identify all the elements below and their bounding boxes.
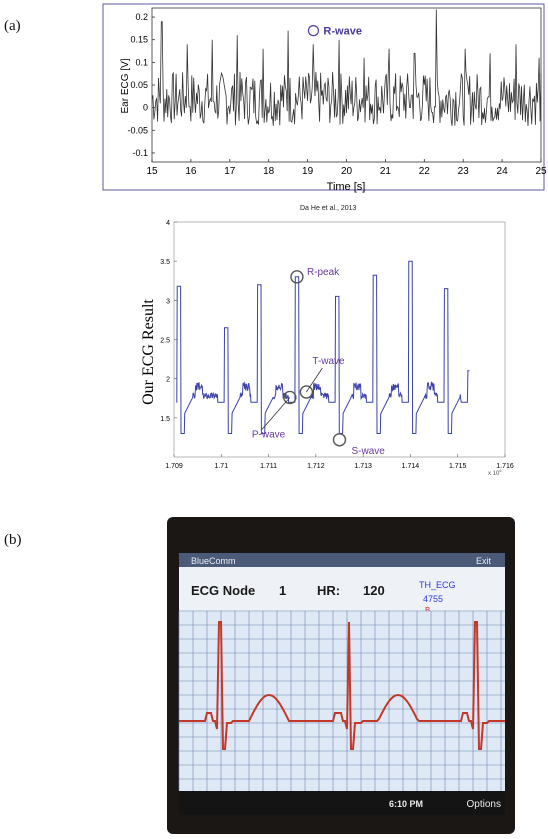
device-flag: B bbox=[425, 606, 430, 615]
clock: 6:10 PM bbox=[389, 799, 423, 809]
x-tick-label: 18 bbox=[263, 166, 275, 177]
x-tick-label: 22 bbox=[419, 166, 431, 177]
node-label: ECG Node bbox=[191, 583, 255, 598]
x-tick-label: 19 bbox=[302, 166, 314, 177]
panel-label-b: (b) bbox=[4, 532, 22, 548]
phone-ecg-trace bbox=[179, 621, 505, 750]
y-tick-label: 2.5 bbox=[160, 338, 170, 345]
x-multiplier: x 106 bbox=[488, 468, 502, 477]
y-axis-label: Ear ECG [V] bbox=[120, 58, 131, 113]
x-tick-label: 24 bbox=[497, 166, 509, 177]
y-tick-label: 0.1 bbox=[135, 57, 148, 67]
y-axis-label: Our ECG Result bbox=[140, 299, 157, 405]
citation: Da He et al., 2013 bbox=[300, 205, 357, 212]
x-tick-label: 1.71 bbox=[214, 463, 228, 470]
x-tick-label: 1.711 bbox=[260, 463, 277, 470]
exit-button[interactable]: Exit bbox=[476, 556, 492, 566]
hr-label: HR: bbox=[317, 583, 340, 598]
our-ecg-trace bbox=[176, 260, 470, 434]
annotation-label: S-wave bbox=[352, 446, 386, 457]
x-tick-label: 25 bbox=[535, 166, 547, 177]
y-tick-label: 1.5 bbox=[160, 416, 170, 423]
hr-value: 120 bbox=[363, 583, 385, 598]
x-tick-label: 1.713 bbox=[354, 463, 372, 470]
y-tick-label: 3.5 bbox=[160, 259, 170, 266]
y-tick-label: 3 bbox=[166, 298, 170, 305]
y-tick-label: 0.2 bbox=[135, 12, 148, 22]
y-tick-label: 0.05 bbox=[130, 80, 148, 90]
y-tick-label: 0.15 bbox=[130, 35, 148, 45]
x-tick-label: 1.709 bbox=[165, 463, 183, 470]
header-panel bbox=[179, 567, 505, 611]
device-number: 4755 bbox=[423, 594, 443, 604]
soft-key-bar bbox=[179, 791, 505, 815]
x-tick-label: 1.716 bbox=[496, 463, 514, 470]
our-ecg-chart: 1.709 1.71 1.711 1.712 1.713 1.714 1.715 1.716 1… bbox=[140, 220, 514, 477]
annotation-arrow bbox=[306, 367, 323, 393]
phone-photo: BlueComm Exit ECG Node 1 HR: 120 TH_ECG … bbox=[167, 517, 515, 834]
annotation-marker bbox=[283, 390, 297, 405]
annotation-label: P-wave bbox=[252, 429, 286, 440]
ear-ecg-trace bbox=[151, 9, 542, 126]
x-tick-label: 1.714 bbox=[402, 463, 420, 470]
y-tick-label: 0 bbox=[143, 103, 148, 113]
x-tick-label: 1.712 bbox=[307, 463, 325, 470]
x-tick-label: 1.715 bbox=[449, 463, 467, 470]
annotation-marker bbox=[299, 385, 314, 399]
x-tick-label: 20 bbox=[341, 166, 353, 177]
ear-ecg-chart: 15 16 17 18 19 20 21 22 23 24 25 -0.1 -0.05 0 0.05 0.1 0… bbox=[102, 3, 547, 193]
y-tick-label: -0.05 bbox=[127, 125, 148, 135]
x-tick-label: 23 bbox=[458, 166, 470, 177]
annotation-marker bbox=[290, 270, 304, 284]
y-tick-label: 2 bbox=[166, 377, 170, 384]
y-tick-label: 4 bbox=[166, 220, 170, 227]
x-axis-label: Time [s] bbox=[327, 181, 366, 193]
r-wave-annotation: R-wave bbox=[323, 26, 362, 38]
app-title: BlueComm bbox=[191, 556, 236, 566]
annotation-label: R-peak bbox=[307, 267, 340, 278]
y-tick-label: -0.1 bbox=[132, 148, 148, 158]
r-wave-marker bbox=[307, 25, 320, 37]
device-id: TH_ECG bbox=[419, 580, 456, 590]
status-bar bbox=[179, 553, 505, 567]
x-tick-label: 21 bbox=[380, 166, 392, 177]
node-value: 1 bbox=[279, 583, 286, 598]
x-tick-label: 17 bbox=[224, 166, 236, 177]
annotation-label: T-wave bbox=[312, 356, 345, 367]
x-tick-label: 16 bbox=[185, 166, 197, 177]
x-tick-label: 15 bbox=[146, 166, 158, 177]
annotation-arrow bbox=[261, 397, 291, 430]
ecg-grid-area bbox=[179, 611, 505, 791]
annotation-marker bbox=[332, 433, 347, 447]
panel-label-a: (a) bbox=[4, 18, 21, 34]
options-button[interactable]: Options bbox=[467, 799, 501, 810]
phone-screen: BlueComm Exit ECG Node 1 HR: 120 TH_ECG … bbox=[178, 553, 505, 815]
figure-frame bbox=[102, 3, 545, 191]
